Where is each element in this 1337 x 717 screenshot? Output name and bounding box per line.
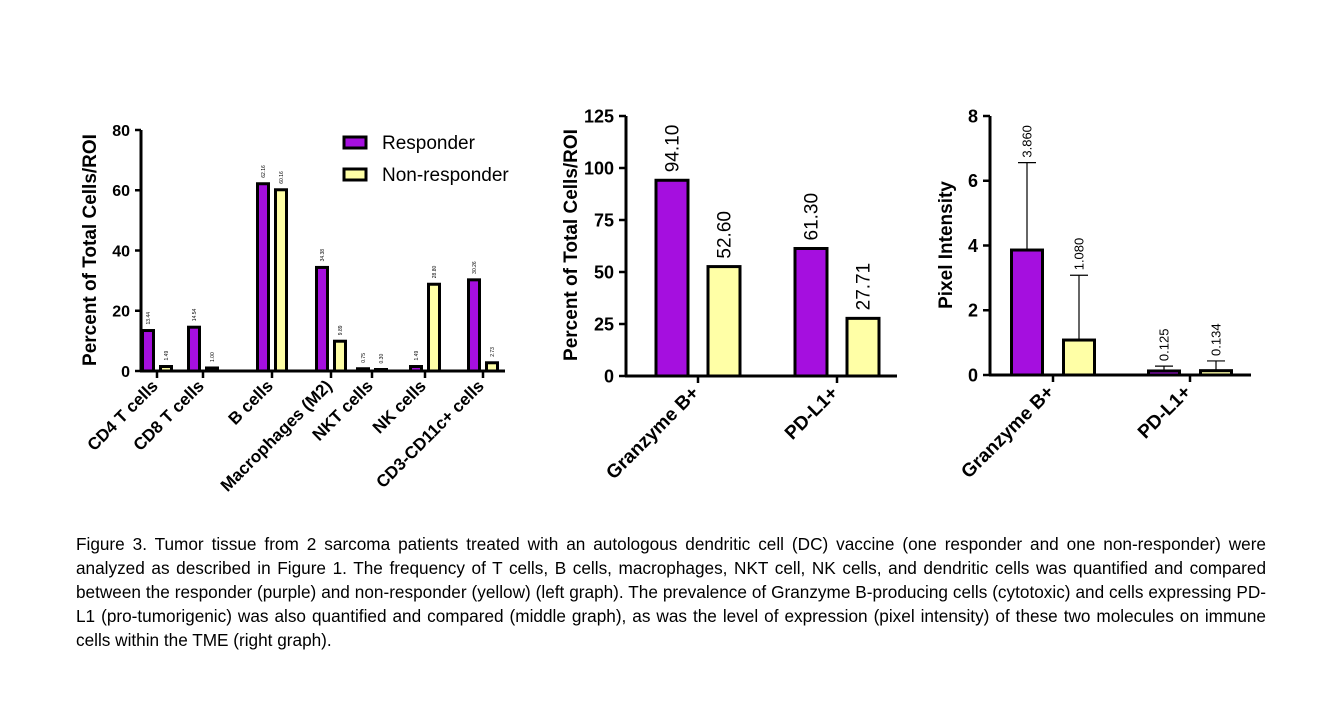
y-tick-label: 100 <box>584 158 614 178</box>
category-label: NK cells <box>369 376 430 437</box>
y-tick-label: 125 <box>584 106 614 126</box>
data-label: 61.30 <box>802 193 823 241</box>
y-tick-label: 4 <box>968 236 978 256</box>
bar <box>793 246 829 378</box>
bar <box>1062 338 1096 377</box>
data-label: 27.71 <box>854 263 875 311</box>
bar <box>356 367 370 373</box>
bar <box>141 329 155 373</box>
bar <box>1147 369 1181 377</box>
y-tick-label: 0 <box>121 364 130 381</box>
data-label: 62.16 <box>261 165 267 178</box>
category-label: B cells <box>225 376 277 428</box>
data-label: 94.10 <box>663 125 684 173</box>
data-label: 2.73 <box>490 347 496 357</box>
bar <box>333 339 347 373</box>
bar <box>409 365 423 373</box>
bar <box>205 366 219 373</box>
category-label: PD-L1+ <box>1134 382 1196 444</box>
data-label: 1.49 <box>164 351 170 361</box>
data-label: 60.16 <box>279 171 285 184</box>
bar <box>706 265 742 378</box>
data-label: 1.080 <box>1072 238 1087 271</box>
data-label: 0.134 <box>1209 323 1224 356</box>
y-tick-label: 80 <box>112 123 130 140</box>
bar <box>485 361 499 373</box>
y-tick-label: 0 <box>604 366 614 386</box>
data-label: 0.30 <box>379 354 385 364</box>
bar <box>1199 369 1233 377</box>
y-axis-label: Pixel Intensity <box>936 181 957 309</box>
bar <box>654 178 690 378</box>
figure-caption: Figure 3. Tumor tissue from 2 sarcoma pa… <box>76 534 1266 650</box>
data-label: 14.54 <box>192 308 198 321</box>
data-label: 30.26 <box>472 261 478 274</box>
y-tick-label: 60 <box>112 183 130 200</box>
data-label: 3.860 <box>1020 125 1035 158</box>
y-axis-label: Percent of Total Cells/ROI <box>561 129 582 361</box>
y-tick-label: 75 <box>594 210 614 230</box>
y-axis-label: Percent of Total Cells/ROI <box>80 134 101 366</box>
data-label: 13.44 <box>146 312 152 325</box>
data-label: 34.38 <box>320 249 326 262</box>
y-tick-label: 20 <box>112 304 130 321</box>
y-tick-label: 6 <box>968 171 978 191</box>
bar <box>315 265 329 373</box>
legend-label: Responder <box>382 133 476 154</box>
bar <box>467 278 481 373</box>
data-label: 9.89 <box>338 325 344 335</box>
bar <box>1010 248 1044 377</box>
y-tick-label: 2 <box>968 301 978 321</box>
bar <box>374 368 388 373</box>
y-tick-label: 0 <box>968 365 978 385</box>
y-tick-label: 40 <box>112 243 130 260</box>
data-label: 52.60 <box>715 211 736 259</box>
y-tick-label: 25 <box>594 314 614 334</box>
bar <box>427 282 441 373</box>
category-label: Granzyme B+ <box>602 383 703 484</box>
bar <box>159 365 173 373</box>
y-tick-label: 50 <box>594 262 614 282</box>
bar <box>187 325 201 373</box>
category-label: CD3-CD11c+ cells <box>372 376 487 491</box>
data-label: 0.75 <box>361 353 367 363</box>
data-label: 1.49 <box>414 351 420 361</box>
legend-swatch <box>342 135 368 150</box>
category-label: Granzyme B+ <box>957 382 1058 483</box>
legend-label: Non-responder <box>382 165 509 186</box>
data-label: 28.80 <box>432 266 438 279</box>
bar <box>274 188 288 373</box>
data-label: 1.00 <box>210 352 216 362</box>
bar <box>256 182 270 373</box>
y-tick-label: 8 <box>968 106 978 126</box>
data-label: 0.125 <box>1157 329 1172 362</box>
bar <box>845 316 881 378</box>
legend-swatch <box>342 167 368 182</box>
category-label: PD-L1+ <box>781 383 843 445</box>
